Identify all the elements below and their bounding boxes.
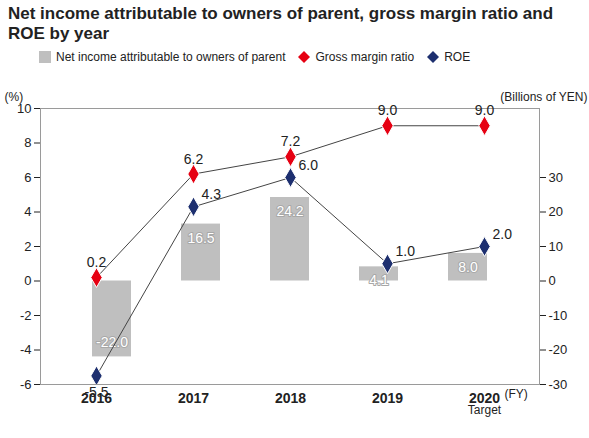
svg-text:7.2: 7.2 (281, 133, 301, 149)
svg-text:(FY): (FY) (505, 387, 528, 401)
svg-text:9.0: 9.0 (378, 102, 398, 118)
svg-text:4.3: 4.3 (202, 186, 222, 202)
svg-text:2020: 2020 (468, 390, 501, 407)
svg-text:(Billions of YEN): (Billions of YEN) (500, 90, 587, 104)
svg-text:-4: -4 (20, 342, 32, 357)
svg-text:9.0: 9.0 (475, 102, 495, 118)
svg-text:Target: Target (468, 403, 502, 417)
svg-text:-2: -2 (20, 308, 32, 323)
svg-text:-10: -10 (549, 308, 568, 323)
svg-text:2: 2 (24, 239, 31, 254)
html-text:Gross margin ratio: Gross margin ratio (315, 50, 415, 64)
svg-text:2018: 2018 (275, 390, 306, 406)
svg-text:6: 6 (24, 170, 31, 185)
html-text:Net income attributable to own: Net income attributable to owners of par… (8, 4, 553, 43)
svg-text:20: 20 (549, 204, 563, 219)
svg-text:4: 4 (24, 204, 31, 219)
svg-text:2019: 2019 (372, 390, 403, 406)
svg-text:-5.5: -5.5 (84, 384, 108, 400)
svg-text:(%): (%) (5, 90, 24, 104)
svg-text:16.5: 16.5 (187, 230, 214, 246)
svg-text:8.0: 8.0 (458, 259, 478, 275)
svg-text:30: 30 (549, 170, 563, 185)
svg-text:0: 0 (549, 273, 556, 288)
svg-text:24.2: 24.2 (276, 203, 303, 219)
svg-text:-22.0: -22.0 (96, 334, 128, 351)
svg-text:2017: 2017 (178, 390, 209, 406)
svg-text:0: 0 (24, 273, 31, 288)
svg-text:-6: -6 (20, 377, 32, 392)
svg-text:6.2: 6.2 (184, 151, 204, 167)
svg-text:6.0: 6.0 (299, 157, 319, 173)
svg-text:2.0: 2.0 (493, 226, 513, 242)
svg-text:1.0: 1.0 (396, 243, 416, 259)
svg-text:-30: -30 (549, 377, 568, 392)
svg-text:-20: -20 (549, 342, 568, 357)
svg-text:0.2: 0.2 (87, 254, 107, 270)
svg-text:4.1: 4.1 (369, 272, 389, 288)
svg-text:10: 10 (549, 239, 563, 254)
svg-text:10: 10 (17, 100, 32, 116)
svg-text:8: 8 (24, 135, 31, 150)
html-text:ROE: ROE (444, 50, 471, 64)
html-text:Net income attributable to own: Net income attributable to owners of par… (56, 50, 286, 64)
